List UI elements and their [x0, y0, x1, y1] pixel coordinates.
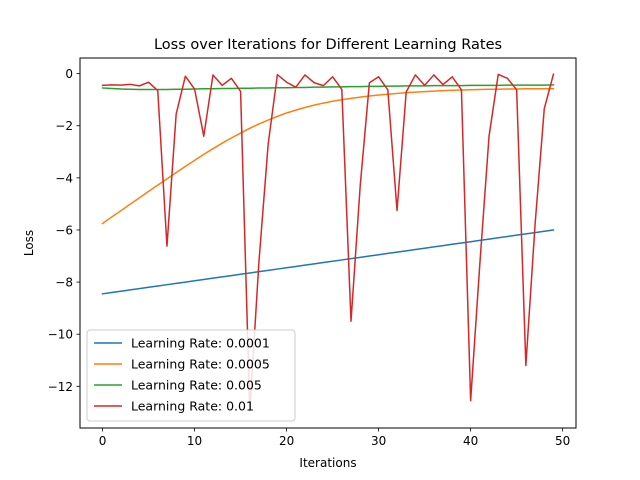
- x-tick-label: 40: [463, 434, 478, 448]
- y-tick-label: −10: [48, 328, 73, 342]
- ticks-layer: 0 10 20 30 40 50 0 −2 −4 −6 −8 −10 −12: [48, 67, 571, 448]
- x-tick-label: 0: [99, 434, 107, 448]
- y-tick-label: −4: [55, 171, 73, 185]
- x-tick-label: 20: [279, 434, 294, 448]
- legend-label-2: Learning Rate: 0.005: [131, 378, 262, 393]
- y-tick-label: −2: [55, 119, 73, 133]
- plot-frame: [79, 57, 577, 429]
- series-layer: [101, 73, 555, 412]
- y-tick-label: −12: [48, 380, 73, 394]
- series-line-3: [101, 73, 555, 412]
- legend-box: [86, 329, 296, 422]
- y-axis-label: Loss: [22, 230, 36, 256]
- x-tick-label: 50: [555, 434, 570, 448]
- x-tick-label: 10: [187, 434, 202, 448]
- legend-label-0: Learning Rate: 0.0001: [131, 336, 270, 351]
- x-axis-label: Iterations: [299, 456, 356, 470]
- series-line-0: [101, 229, 555, 295]
- y-tick-label: −6: [55, 223, 73, 237]
- legend-label-1: Learning Rate: 0.0005: [131, 357, 270, 372]
- series-line-1: [101, 88, 555, 225]
- y-tick-label: −8: [55, 276, 73, 290]
- x-tick-label: 30: [371, 434, 386, 448]
- legend-label-3: Learning Rate: 0.01: [131, 399, 254, 414]
- legend: Learning Rate: 0.0001 Learning Rate: 0.00…: [86, 329, 296, 422]
- chart-title: Loss over Iterations for Different Learn…: [154, 37, 502, 53]
- y-tick-label: 0: [65, 67, 73, 81]
- series-line-2: [101, 84, 555, 91]
